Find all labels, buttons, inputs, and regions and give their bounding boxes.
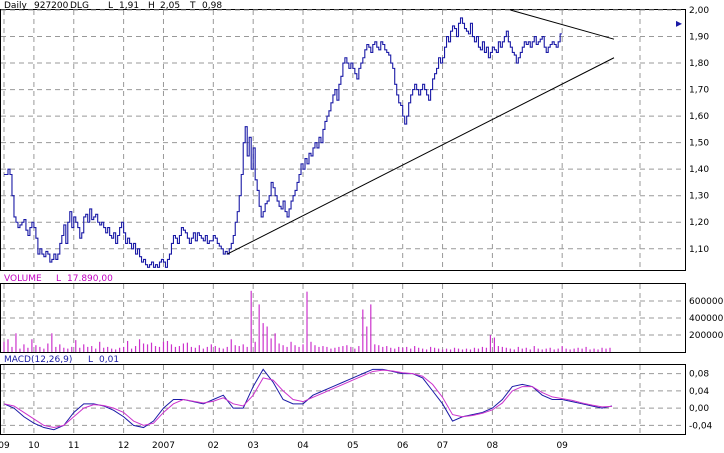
- axis-ticks: 09 10 11 12 2007 02 03 04 05 06 07 08 09 1,10 1,20 1,30…: [0, 6, 724, 451]
- support-trendline: [227, 57, 615, 255]
- price-series: [4, 9, 682, 268]
- price-tick-label: 1,40: [689, 165, 709, 175]
- header-low-value: 1,91: [119, 1, 139, 11]
- macd-tick-label: 0,04: [689, 387, 709, 397]
- resistance-trendline: [510, 9, 615, 40]
- macd-header-label: MACD(12,26,9): [4, 355, 72, 365]
- header-name: DLG: [70, 1, 89, 11]
- x-tick-label: 2007: [152, 441, 175, 451]
- volume-header-l: L: [56, 274, 61, 284]
- header-turnover-value: 0,98: [202, 1, 222, 11]
- price-tick-label: 1,80: [689, 59, 709, 69]
- header-high-value: 2,05: [160, 1, 180, 11]
- x-tick-label: 07: [437, 441, 448, 451]
- grid-lines: [1, 9, 685, 434]
- volume-tick-label: 600000: [689, 297, 724, 307]
- macd-panel-frame: [0, 364, 686, 435]
- price-line: [4, 17, 563, 268]
- signal-line: [3, 369, 613, 429]
- macd-tick-label: 0,08: [689, 370, 709, 380]
- volume-tick-label: 400000: [689, 314, 724, 324]
- macd-tick-label: -0,04: [689, 421, 713, 431]
- header-period: Daily: [4, 1, 27, 11]
- x-tick-label: 02: [208, 441, 219, 451]
- x-tick-label: 06: [397, 441, 409, 451]
- macd-header-l: L: [88, 355, 93, 365]
- price-tick-label: 1,90: [689, 33, 709, 43]
- price-tick-label: 1,70: [689, 86, 709, 96]
- x-tick-label: 03: [247, 441, 258, 451]
- volume-tick-label: 200000: [689, 331, 724, 341]
- x-tick-label: 05: [347, 441, 358, 451]
- price-tick-label: 1,30: [689, 192, 709, 202]
- x-tick-label: 09: [556, 441, 568, 451]
- price-tick-label: 1,50: [689, 139, 709, 149]
- price-tick-label: 2,00: [689, 6, 709, 16]
- macd-header-value: 0,01: [99, 355, 119, 365]
- header-symbol: 927200: [34, 1, 69, 11]
- header-turnover-label: T: [189, 1, 196, 11]
- price-tick-label: 1,20: [689, 218, 709, 228]
- x-tick-label: 12: [118, 441, 129, 451]
- macd-series: [3, 368, 613, 431]
- volume-header-value: 17.890,00: [67, 274, 113, 284]
- x-tick-label: 11: [68, 441, 79, 451]
- x-tick-label: 04: [297, 441, 309, 451]
- volume-series: [3, 290, 611, 352]
- price-panel-frame: [0, 9, 686, 271]
- header-low-label: L: [108, 1, 113, 11]
- volume-panel-frame: [0, 283, 686, 353]
- price-tick-label: 1,10: [689, 245, 709, 255]
- volume-header-label: VOLUME: [4, 274, 42, 284]
- last-price-marker: [676, 20, 682, 27]
- price-tick-label: 1,60: [689, 112, 709, 122]
- x-tick-label: 10: [28, 441, 40, 451]
- x-tick-label: 08: [487, 441, 499, 451]
- x-tick-label: 09: [0, 441, 10, 451]
- header-high-label: H: [148, 1, 155, 11]
- macd-tick-label: 0,00: [689, 404, 709, 414]
